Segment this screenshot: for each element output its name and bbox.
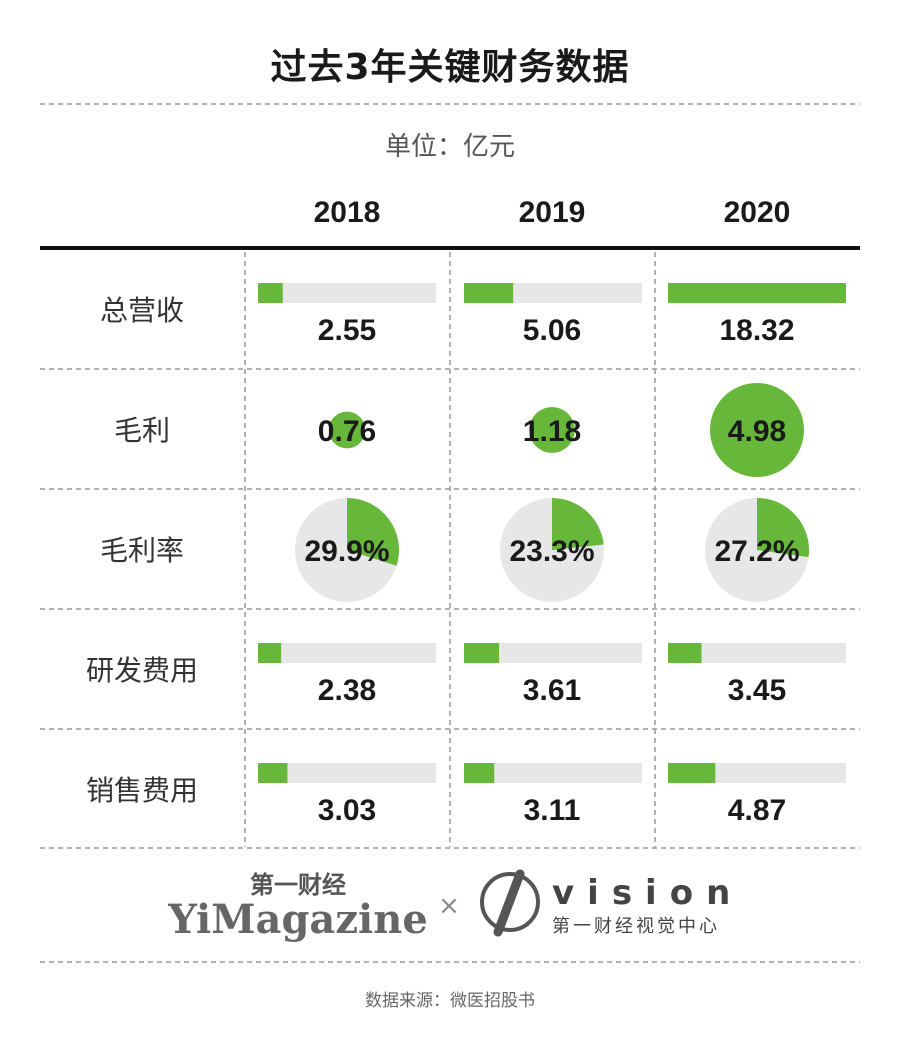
value-label: 18.32 bbox=[719, 314, 794, 347]
data-source: 数据来源：微医招股书 bbox=[365, 991, 535, 1011]
row-label: 销售费用 bbox=[86, 774, 198, 807]
value-label: 3.11 bbox=[524, 794, 581, 827]
row-1: 总营收 2.55 5.06 18.32 bbox=[100, 283, 846, 347]
bubble-2019 bbox=[529, 407, 575, 453]
value-label: 5.06 bbox=[523, 314, 581, 347]
value-label: 2.38 bbox=[318, 674, 376, 707]
value-label: 3.45 bbox=[728, 674, 786, 707]
row-5: 销售费用 3.03 3.11 4.87 bbox=[86, 763, 846, 827]
bar-fill-2019 bbox=[464, 643, 500, 663]
bar-track bbox=[464, 643, 642, 663]
value-label: 2.55 bbox=[318, 314, 376, 347]
table-rows: 总营收 2.55 5.06 18.32 毛利 0.76 1.18 4.98 毛利率 29.9% 23… bbox=[86, 283, 846, 827]
vision-en: vision bbox=[552, 873, 743, 913]
row-label: 总营收 bbox=[100, 294, 184, 327]
yimagazine-logo: 第一财经 YiMagazine bbox=[167, 871, 428, 943]
value-label: 27.2% bbox=[714, 535, 799, 568]
bar-fill-2019 bbox=[464, 763, 495, 783]
row-3: 毛利率 29.9% 23.3% 27.2% bbox=[100, 498, 809, 602]
vision-logo: vision 第一财经视觉中心 bbox=[480, 869, 743, 937]
yimagazine-cn: 第一财经 bbox=[250, 871, 346, 899]
year-header-2019: 2019 bbox=[519, 196, 586, 229]
page-title: 过去3年关键财务数据 bbox=[270, 47, 630, 88]
bar-fill-2020 bbox=[668, 283, 846, 303]
year-headers: 2018 2019 2020 bbox=[314, 196, 791, 229]
unit-label: 单位：亿元 bbox=[384, 132, 515, 162]
value-label: 1.18 bbox=[523, 415, 581, 448]
yimagazine-en: YiMagazine bbox=[167, 896, 428, 943]
row-label: 毛利 bbox=[114, 414, 170, 447]
vision-logo-stroke bbox=[493, 869, 525, 937]
row-2: 毛利 0.76 1.18 4.98 bbox=[114, 383, 804, 477]
row-label: 研发费用 bbox=[86, 654, 198, 687]
value-label: 3.03 bbox=[318, 794, 376, 827]
bubble-2018 bbox=[328, 411, 366, 449]
pie-slice-2019 bbox=[552, 498, 604, 550]
bubble-2020 bbox=[710, 383, 804, 477]
vision-logo-mark bbox=[480, 872, 540, 932]
bar-fill-2018 bbox=[258, 643, 282, 663]
times-sign: × bbox=[438, 891, 460, 921]
row-label: 毛利率 bbox=[100, 534, 184, 567]
year-header-2018: 2018 bbox=[314, 196, 381, 229]
bar-track bbox=[668, 643, 846, 663]
bar-fill-2018 bbox=[258, 283, 283, 303]
bar-fill-2019 bbox=[464, 283, 514, 303]
value-label: 0.76 bbox=[318, 415, 376, 448]
bar-fill-2020 bbox=[668, 763, 716, 783]
pie-slice-2020 bbox=[757, 498, 809, 558]
vision-cn: 第一财经视觉中心 bbox=[552, 916, 720, 937]
value-label: 29.9% bbox=[304, 535, 389, 568]
bar-track bbox=[258, 763, 436, 783]
table-grid bbox=[40, 252, 860, 847]
pie-slice-2018 bbox=[347, 498, 399, 566]
value-label: 23.3% bbox=[509, 535, 594, 568]
bar-track bbox=[464, 763, 642, 783]
year-header-2020: 2020 bbox=[724, 196, 791, 229]
bar-track bbox=[258, 643, 436, 663]
row-4: 研发费用 2.38 3.61 3.45 bbox=[86, 643, 846, 707]
value-label: 4.87 bbox=[728, 794, 786, 827]
value-label: 3.61 bbox=[523, 674, 581, 707]
value-label: 4.98 bbox=[728, 415, 786, 448]
bar-track bbox=[258, 283, 436, 303]
bar-fill-2020 bbox=[668, 643, 702, 663]
bar-fill-2018 bbox=[258, 763, 288, 783]
